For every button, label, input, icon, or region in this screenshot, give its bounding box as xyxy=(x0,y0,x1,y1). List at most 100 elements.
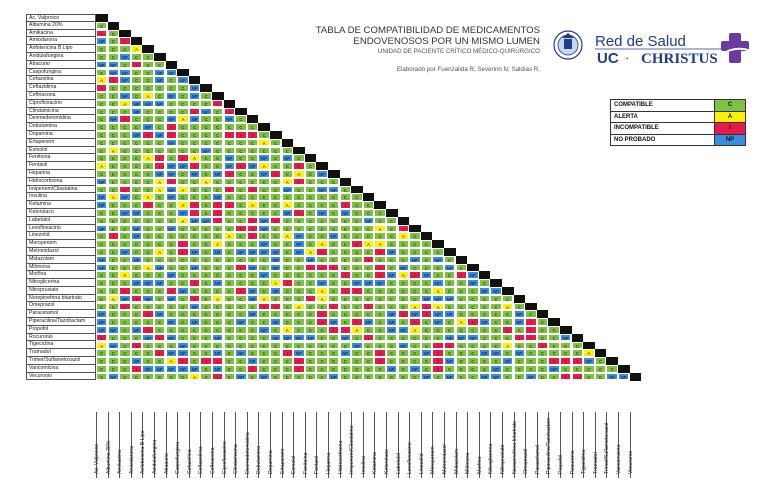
drug-column-text: Anfotericina B Lipo xyxy=(140,430,147,474)
compat-cell: C xyxy=(96,99,108,108)
compat-cell: NP xyxy=(165,365,177,373)
diagonal-cell xyxy=(478,271,491,280)
compat-cell: C xyxy=(420,318,433,326)
compat-cell: C xyxy=(107,154,119,162)
compat-cell: C xyxy=(223,318,235,326)
compat-cell: C xyxy=(397,349,409,357)
compat-cell: A xyxy=(119,271,131,279)
compat-cell: C xyxy=(246,349,259,357)
drug-row-label: Morfina xyxy=(26,271,96,280)
compat-cell: C xyxy=(188,138,201,147)
compat-cell: I xyxy=(339,271,351,279)
compat-cell: A xyxy=(154,248,166,256)
compat-cell: C xyxy=(130,68,143,77)
compat-cell: A xyxy=(397,232,409,240)
compat-cell: C xyxy=(107,45,119,53)
compat-cell: C xyxy=(304,170,317,178)
compat-cell: C xyxy=(200,302,212,311)
compat-cell: C xyxy=(258,318,270,326)
compat-cell: C xyxy=(351,209,363,217)
compat-cell: I xyxy=(304,263,317,272)
compat-cell: A xyxy=(502,302,514,311)
compat-cell: I xyxy=(397,310,409,318)
compat-cell: NP xyxy=(339,333,351,342)
compat-cell: C xyxy=(467,326,479,334)
compat-cell: C xyxy=(455,279,467,287)
compat-cell: C xyxy=(154,255,166,264)
compat-cell: C xyxy=(154,372,166,381)
compat-cell: I xyxy=(188,209,201,217)
drug-row-label: Dexmedetomidina xyxy=(26,115,96,124)
compat-cell: A xyxy=(154,185,166,194)
compat-cell: C xyxy=(444,271,456,279)
compat-cell: NP xyxy=(270,287,282,295)
diagonal-cell xyxy=(200,84,212,92)
compat-cell: NP xyxy=(490,365,502,373)
compat-cell: C xyxy=(281,318,293,326)
compat-cell: I xyxy=(293,162,305,170)
compat-cell: C xyxy=(490,333,502,342)
compat-cell: I xyxy=(281,279,293,287)
compat-cell: C xyxy=(444,318,456,326)
compat-cell: C xyxy=(200,92,212,100)
compat-cell: C xyxy=(304,318,317,326)
compat-cell: I xyxy=(246,365,259,373)
compat-cell: C xyxy=(107,357,119,365)
compat-cell: NP xyxy=(142,123,154,131)
compat-cell: C xyxy=(130,185,143,194)
compat-cell: C xyxy=(374,209,386,217)
compat-cell: C xyxy=(293,294,305,303)
compat-cell: C xyxy=(107,84,119,92)
compat-cell: C xyxy=(583,365,595,373)
drug-row-label: Levofloxacino xyxy=(26,224,96,233)
compat-cell: C xyxy=(339,255,351,264)
diagonal-cell xyxy=(316,162,328,170)
compat-cell: A xyxy=(177,115,189,123)
compat-cell: C xyxy=(154,209,166,217)
compat-cell: C xyxy=(467,310,479,318)
compat-cell: NP xyxy=(223,115,235,123)
compat-cell: C xyxy=(467,294,479,303)
compat-cell: C xyxy=(119,45,131,53)
compat-cell: C xyxy=(235,326,247,334)
compat-cell: C xyxy=(304,310,317,318)
diagonal-cell xyxy=(618,365,630,373)
compat-cell: I xyxy=(444,341,456,350)
compat-cell: NP xyxy=(548,365,560,373)
compat-cell: NP xyxy=(188,302,201,311)
compat-cell: C xyxy=(142,209,154,217)
compat-cell: NP xyxy=(212,248,224,256)
compat-cell: A xyxy=(409,302,421,311)
compat-cell: C xyxy=(165,255,177,264)
compat-cell: C xyxy=(212,185,224,194)
compat-cell: C xyxy=(107,271,119,279)
compat-cell: C xyxy=(444,302,456,311)
compat-cell: C xyxy=(270,349,282,357)
diagonal-cell xyxy=(362,193,375,202)
compat-cell: C xyxy=(165,76,177,84)
compat-cell: NP xyxy=(119,53,131,61)
compat-cell: NP xyxy=(96,60,108,69)
compat-cell: C xyxy=(339,302,351,311)
compat-cell: C xyxy=(478,357,491,365)
compat-cell: C xyxy=(246,138,259,147)
compat-cell: C xyxy=(154,318,166,326)
compat-cell: C xyxy=(490,341,502,350)
compat-cell: C xyxy=(409,294,421,303)
compat-cell: NP xyxy=(386,271,398,279)
compat-cell: C xyxy=(455,263,467,272)
drug-column-text: Ketamina xyxy=(372,452,379,474)
compat-cell: I xyxy=(119,302,131,311)
compat-cell: C xyxy=(107,170,119,178)
compat-cell: C xyxy=(397,372,409,381)
compat-cell: NP xyxy=(235,372,247,381)
compat-cell: C xyxy=(304,201,317,209)
compat-cell: C xyxy=(119,162,131,170)
diagonal-cell xyxy=(606,357,618,365)
drug-row-label: Ketamina xyxy=(26,201,96,209)
compat-cell: C xyxy=(548,333,560,342)
compat-cell: C xyxy=(351,263,363,272)
compat-cell: NP xyxy=(467,333,479,342)
compat-cell: C xyxy=(316,224,328,233)
compat-cell: NP xyxy=(177,76,189,84)
